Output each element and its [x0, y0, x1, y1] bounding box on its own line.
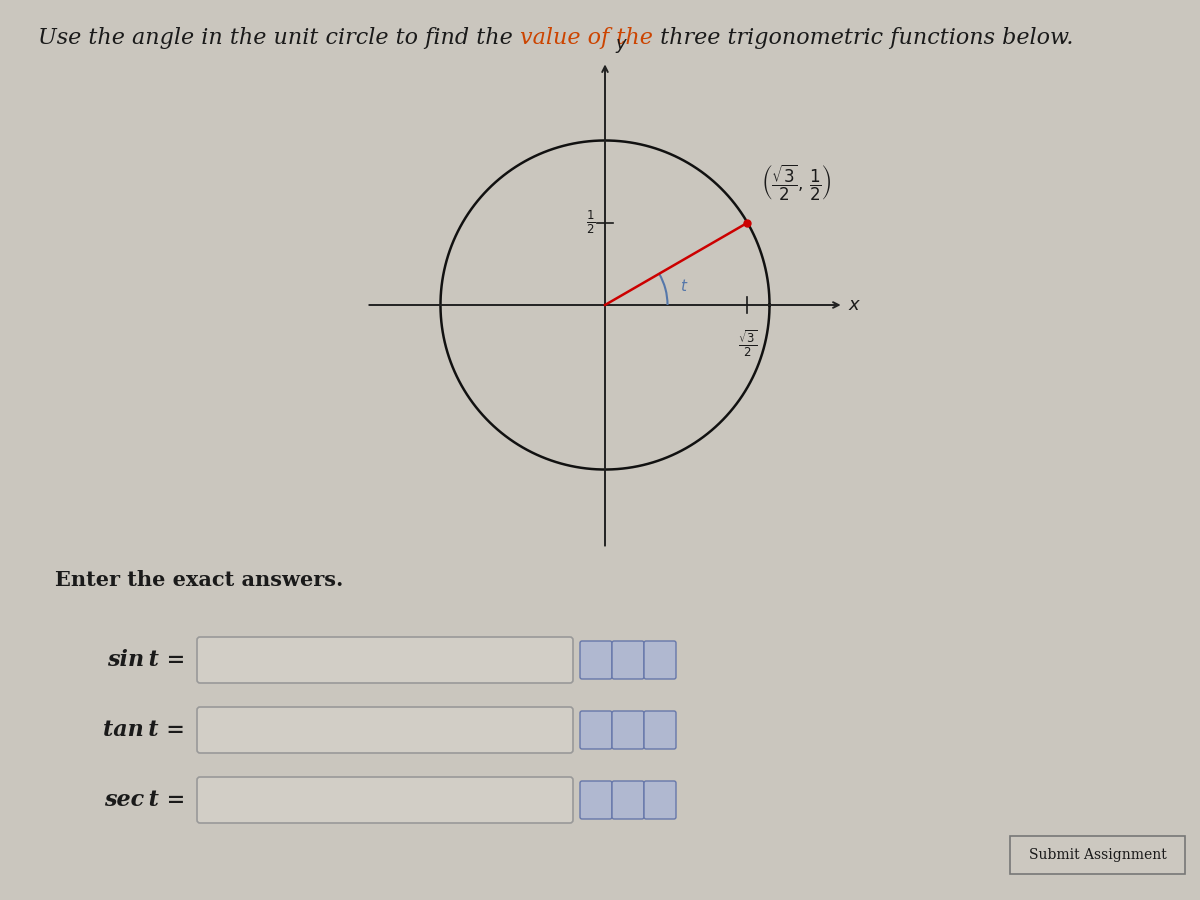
- FancyBboxPatch shape: [644, 781, 676, 819]
- Text: sin t =: sin t =: [107, 649, 185, 671]
- Text: $\frac{\sqrt{3}}{2}$: $\frac{\sqrt{3}}{2}$: [738, 328, 757, 359]
- FancyBboxPatch shape: [644, 711, 676, 749]
- FancyBboxPatch shape: [580, 711, 612, 749]
- FancyBboxPatch shape: [197, 707, 574, 753]
- FancyBboxPatch shape: [197, 777, 574, 823]
- FancyBboxPatch shape: [644, 641, 676, 679]
- Text: $y$: $y$: [614, 37, 628, 55]
- FancyBboxPatch shape: [612, 711, 644, 749]
- Text: three trigonometric functions below.: three trigonometric functions below.: [653, 27, 1073, 49]
- Text: $\frac{1}{2}$: $\frac{1}{2}$: [586, 209, 595, 237]
- Text: Use the angle in the unit circle to find the: Use the angle in the unit circle to find…: [38, 27, 520, 49]
- Text: value of the: value of the: [520, 27, 653, 49]
- FancyBboxPatch shape: [612, 781, 644, 819]
- Text: Submit Assignment: Submit Assignment: [1028, 848, 1166, 862]
- Text: Enter the exact answers.: Enter the exact answers.: [55, 570, 343, 590]
- FancyBboxPatch shape: [580, 641, 612, 679]
- FancyBboxPatch shape: [1010, 836, 1186, 874]
- Text: $x$: $x$: [848, 296, 862, 314]
- FancyBboxPatch shape: [580, 781, 612, 819]
- Text: tan t =: tan t =: [103, 719, 185, 741]
- FancyBboxPatch shape: [612, 641, 644, 679]
- Text: $\left(\dfrac{\sqrt{3}}{2},\,\dfrac{1}{2}\right)$: $\left(\dfrac{\sqrt{3}}{2},\,\dfrac{1}{2…: [761, 163, 832, 203]
- Text: $t$: $t$: [680, 278, 689, 293]
- FancyBboxPatch shape: [197, 637, 574, 683]
- Text: sec t =: sec t =: [103, 789, 185, 811]
